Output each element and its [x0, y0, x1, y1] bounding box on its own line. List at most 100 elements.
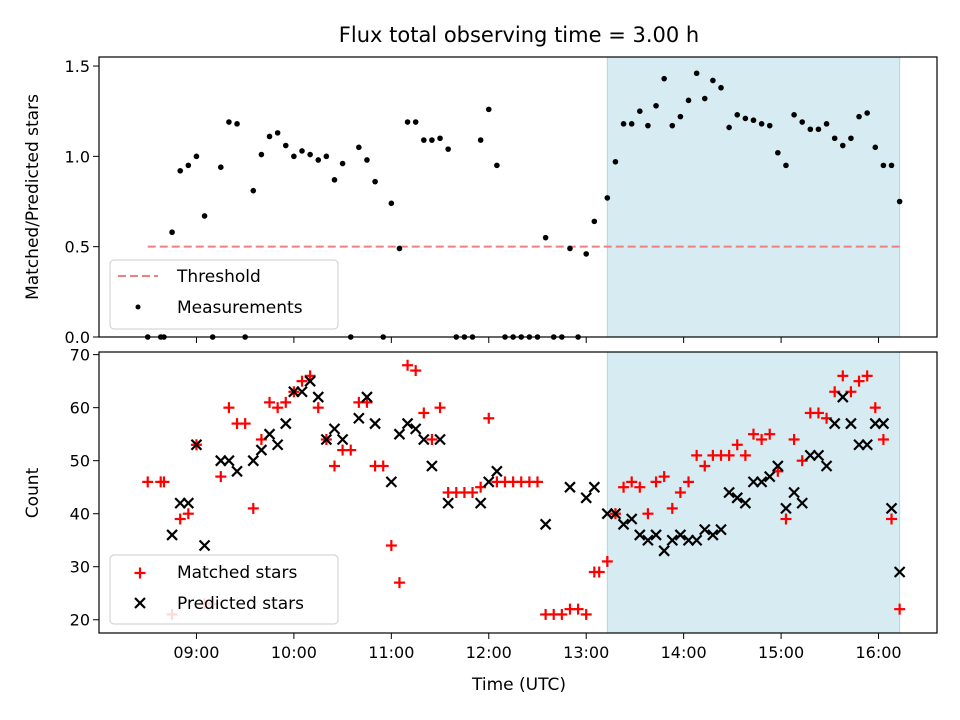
predicted-star-point: [409, 423, 422, 435]
matched-star-point: [385, 540, 397, 552]
predicted-star-point: [401, 417, 414, 430]
measurement-point: [218, 164, 224, 170]
matched-star-point: [402, 359, 414, 371]
measurement-point: [815, 126, 822, 133]
measurement-point: [726, 124, 732, 131]
bottom-xtick-label: 13:00: [563, 643, 609, 662]
matched-star-point: [731, 439, 743, 451]
matched-star-point: [158, 476, 170, 488]
predicted-star-point: [223, 454, 235, 467]
measurement-point: [494, 162, 500, 169]
predicted-star-point: [625, 513, 638, 525]
measurement-point: [710, 77, 716, 84]
measurement-point: [807, 126, 814, 133]
measurement-point: [791, 112, 797, 118]
matched-star-point: [739, 449, 751, 461]
measurement-point: [372, 178, 378, 185]
matched-star-point: [723, 449, 735, 461]
bottom-ytick-label: 40: [70, 505, 90, 524]
measurement-point: [742, 115, 749, 122]
legend-x-marker: [134, 597, 146, 609]
measurement-point: [274, 130, 281, 136]
bottom-ytick-label: 20: [70, 611, 90, 630]
measurement-point: [542, 234, 549, 241]
measurement-point: [620, 121, 627, 127]
predicted-star-point: [231, 465, 243, 478]
predicted-star-point: [166, 529, 178, 541]
matched-star-point: [658, 471, 670, 483]
matched-star-point: [531, 476, 543, 488]
matched-star-point: [788, 433, 800, 445]
predicted-star-point: [796, 497, 808, 509]
predicted-star-point: [877, 417, 890, 430]
measurement-point: [404, 119, 411, 125]
top-ytick-label: 0.5: [65, 238, 90, 257]
measurement-point: [637, 108, 643, 114]
matched-star-point: [418, 407, 430, 419]
predicted-star-point: [893, 566, 906, 578]
bottom-axes-frame: [98, 351, 938, 634]
matched-star-point: [764, 428, 776, 440]
predicted-star-point: [393, 428, 406, 440]
measurement-point: [193, 153, 200, 160]
measurement-point: [177, 168, 184, 174]
legend-matched-swatch: [134, 567, 146, 579]
measurement-point: [645, 122, 651, 129]
matched-star-point: [296, 375, 308, 387]
matched-star-point: [312, 402, 324, 414]
matched-star-point: [642, 508, 654, 520]
matched-star-point: [756, 433, 768, 445]
matched-star-point: [886, 513, 898, 525]
measurement-point: [437, 135, 443, 142]
predicted-star-point: [279, 417, 292, 430]
predicted-star-point: [698, 523, 711, 536]
predicted-star-point: [812, 449, 825, 462]
measurement-point: [364, 157, 370, 163]
predicted-star-point: [320, 433, 333, 446]
measurement-point: [693, 70, 700, 77]
measurement-point: [766, 122, 773, 129]
matched-star-point: [674, 487, 686, 498]
measurement-point: [591, 218, 598, 225]
matched-star-point: [650, 476, 662, 488]
top-ytick-label: 0.0: [65, 328, 90, 347]
matched-star-point: [580, 608, 592, 620]
matched-star-point: [837, 370, 849, 382]
matched-star-point: [861, 370, 873, 382]
top-ytick-label: 1.5: [65, 57, 90, 76]
bottom-legend: Matched stars Predicted stars: [109, 554, 339, 625]
top-ytick-label: 1.0: [65, 147, 90, 166]
legend-threshold-label: Threshold: [176, 267, 261, 287]
predicted-star-point: [837, 391, 849, 403]
measurement-point: [412, 119, 419, 125]
bottom-xtick-label: 15:00: [758, 643, 804, 662]
measurement-point: [823, 121, 830, 127]
matched-star-point: [666, 502, 678, 514]
predicted-star-point: [271, 439, 284, 451]
top-axes-frame: [98, 56, 938, 338]
matched-star-point: [894, 603, 906, 615]
predicted-star-point: [739, 497, 752, 509]
measurement-point: [299, 148, 305, 154]
predicted-star-point: [666, 534, 679, 546]
matched-star-point: [215, 471, 227, 483]
matched-star-point: [618, 481, 630, 493]
measurement-point: [331, 177, 338, 183]
matched-star-point: [426, 433, 438, 445]
legend-measurements-label: Measurements: [177, 298, 303, 318]
measurement-point: [840, 142, 846, 149]
predicted-star-point: [731, 492, 744, 504]
predicted-star-point: [755, 476, 768, 488]
measurement-point: [758, 121, 765, 127]
predicted-star-point: [328, 423, 341, 435]
predicted-star-point: [580, 492, 592, 504]
top-highlight-region: [606, 56, 901, 338]
matched-star-point: [869, 402, 881, 414]
measurement-point: [604, 195, 611, 201]
measurement-point: [864, 110, 870, 116]
bottom-legend-box: [109, 554, 339, 625]
predicted-star-point: [845, 417, 857, 430]
top-panel: 0.0 0.5 1.0 1.5: [65, 56, 938, 347]
predicted-star-point: [642, 534, 654, 546]
measurement-point: [169, 229, 175, 236]
